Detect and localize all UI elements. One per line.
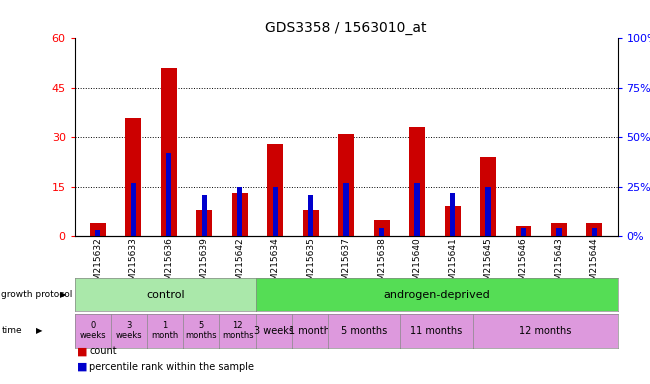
Bar [379,228,384,236]
Bar [237,187,242,236]
Bar [445,207,461,236]
Bar [415,183,420,236]
Bar [231,193,248,236]
Bar [161,68,177,236]
Bar [131,183,136,236]
Bar [95,230,101,236]
Text: 1
month: 1 month [151,321,179,340]
Bar [202,195,207,236]
Text: 11 months: 11 months [410,326,463,336]
Text: 3 weeks: 3 weeks [254,326,294,336]
Bar [592,228,597,236]
Text: 1 month: 1 month [289,326,330,336]
Bar [521,228,526,236]
Text: count: count [89,346,117,356]
Text: 0
weeks: 0 weeks [79,321,106,340]
Bar [125,118,141,236]
Bar [272,187,278,236]
Bar [338,134,354,236]
Bar [409,127,425,236]
Text: ▶: ▶ [36,326,42,335]
Text: 3
weeks: 3 weeks [116,321,142,340]
Text: androgen-deprived: androgen-deprived [384,290,490,300]
Bar [486,187,491,236]
Text: time: time [1,326,22,335]
Text: 12
months: 12 months [222,321,254,340]
Text: 5
months: 5 months [186,321,217,340]
Bar [586,223,603,236]
Bar [303,210,318,236]
Bar [551,223,567,236]
Bar [556,228,562,236]
Bar [166,153,172,236]
Bar [374,220,389,236]
Bar [196,210,212,236]
Bar [515,226,532,236]
Text: control: control [146,290,185,300]
Bar [90,223,106,236]
Bar [267,144,283,236]
Bar [480,157,496,236]
Text: ▶: ▶ [60,290,67,299]
Title: GDS3358 / 1563010_at: GDS3358 / 1563010_at [265,21,427,35]
Bar [308,195,313,236]
Text: growth protocol: growth protocol [1,290,73,299]
Text: ■: ■ [77,362,88,372]
Text: 5 months: 5 months [341,326,387,336]
Text: ■: ■ [77,346,88,356]
Text: 12 months: 12 months [519,326,571,336]
Bar [343,183,349,236]
Bar [450,193,455,236]
Text: percentile rank within the sample: percentile rank within the sample [89,362,254,372]
